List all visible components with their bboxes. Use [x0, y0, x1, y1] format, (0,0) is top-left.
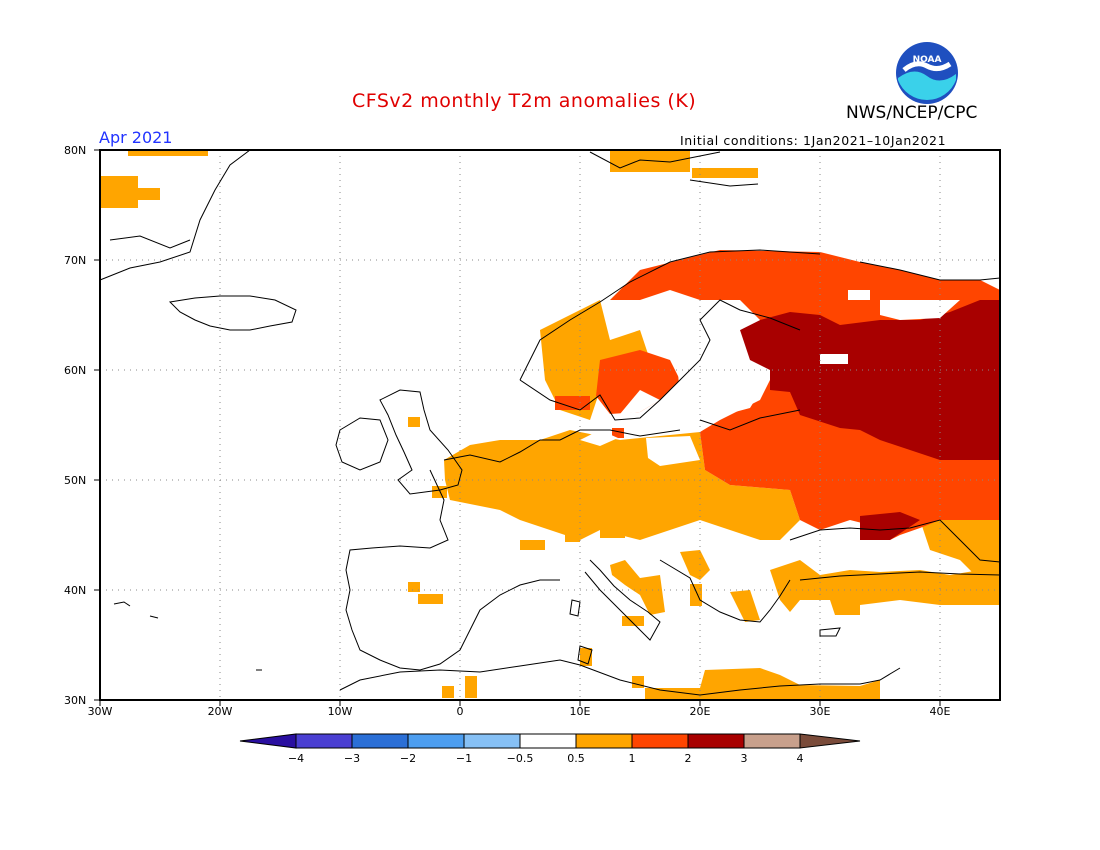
lon-label-20w: 20W [207, 705, 233, 718]
colorbar-label: −0.5 [506, 752, 534, 765]
lat-label-80n: 80N [64, 144, 87, 157]
lat-label-40n: 40N [64, 584, 87, 597]
colorbar-swatch-6 [575, 733, 633, 749]
lon-label-0: 0 [456, 705, 464, 718]
lat-label-50n: 50N [64, 474, 87, 487]
colorbar-swatch-8 [687, 733, 745, 749]
anomaly-shading [100, 150, 1000, 700]
colorbar-swatch-5 [519, 733, 577, 749]
colorbar-label: −3 [343, 752, 361, 765]
colorbar [239, 733, 861, 749]
colorbar-label: 2 [684, 752, 692, 765]
colorbar-swatch-7 [631, 733, 689, 749]
valid-month-label: Apr 2021 [99, 128, 173, 147]
map-title: CFSv2 monthly T2m anomalies (K) [352, 90, 697, 112]
map-frame [99, 149, 1001, 701]
colorbar-swatch-9 [743, 733, 801, 749]
colorbar-swatch-3 [407, 733, 465, 749]
lon-label-10e: 10E [569, 705, 591, 718]
colorbar-high-arrow [799, 733, 861, 749]
agency-label: NWS/NCEP/CPC [846, 103, 978, 123]
lon-label-30e: 30E [809, 705, 831, 718]
lat-label-30n: 30N [64, 694, 87, 707]
colorbar-label: −4 [287, 752, 305, 765]
colorbar-swatch-1 [295, 733, 353, 749]
lat-label-70n: 70N [64, 254, 87, 267]
axis-ticks [94, 149, 941, 706]
lon-label-20e: 20E [689, 705, 711, 718]
colorbar-label: 0.5 [567, 752, 585, 765]
coastlines [99, 149, 1001, 696]
colorbar-label: 1 [628, 752, 636, 765]
colorbar-label: −2 [399, 752, 417, 765]
logo-text: NOAA [913, 55, 942, 65]
colorbar-swatch-4 [463, 733, 521, 749]
lat-label-60n: 60N [64, 364, 87, 377]
colorbar-label: 4 [796, 752, 804, 765]
colorbar-low-arrow [239, 733, 297, 749]
colorbar-swatch-2 [351, 733, 409, 749]
lon-label-10w: 10W [327, 705, 353, 718]
lon-label-40e: 40E [929, 705, 951, 718]
initial-conditions-label: Initial conditions: 1Jan2021–10Jan2021 [680, 133, 947, 148]
noaa-logo: NOAA [896, 42, 958, 104]
lon-label-30w: 30W [87, 705, 113, 718]
graticule [100, 150, 1000, 700]
colorbar-label: −1 [455, 752, 473, 765]
colorbar-label: 3 [740, 752, 748, 765]
